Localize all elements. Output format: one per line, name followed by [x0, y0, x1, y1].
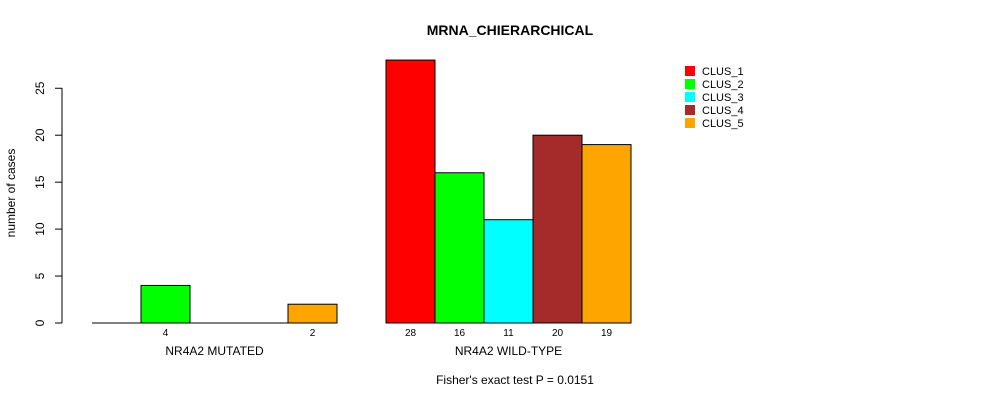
legend-swatch-clus_2	[685, 79, 695, 89]
legend-label-clus_4: CLUS_4	[702, 105, 744, 117]
y-tick-label: 15	[33, 175, 47, 189]
bar-clus_5-group-1	[287, 303, 338, 324]
legend-swatch-clus_4	[685, 105, 695, 115]
bar-value-label: 11	[503, 328, 514, 339]
legend-swatch-clus_3	[685, 92, 695, 102]
legend-swatch-clus_5	[685, 118, 695, 128]
bar-value-label: 4	[163, 328, 169, 339]
bar-value-label: 28	[405, 328, 417, 339]
bar-clus_5-group-2	[581, 144, 632, 324]
y-tick-label: 5	[33, 272, 47, 279]
bar-clus_2-group-2	[434, 172, 485, 324]
bar-clus_2-group-1	[140, 284, 191, 324]
y-tick-label: 10	[33, 222, 47, 236]
bars	[92, 59, 632, 324]
bar-clus_4-group-2	[532, 134, 583, 324]
y-axis-label: number of cases	[4, 149, 18, 238]
fisher-test-annotation: Fisher's exact test P = 0.0151	[436, 373, 594, 387]
legend-label-clus_5: CLUS_5	[702, 118, 744, 130]
bar-labels: 4 2 28 16 11 20 19	[163, 328, 613, 339]
bar-value-label: 20	[552, 328, 564, 339]
y-ticks: 0 5 10 15 20 25	[33, 81, 62, 326]
legend-label-clus_2: CLUS_2	[702, 79, 744, 91]
y-tick-label: 25	[33, 81, 47, 95]
legend-swatch-clus_1	[685, 66, 695, 76]
group-label-2: NR4A2 WILD-TYPE	[455, 344, 562, 358]
group-labels: NR4A2 MUTATED NR4A2 WILD-TYPE	[165, 344, 562, 358]
group-label-1: NR4A2 MUTATED	[165, 344, 264, 358]
bar-clus_1-group-2	[385, 59, 436, 324]
y-tick-label: 20	[33, 128, 47, 142]
bar-value-label: 16	[454, 328, 466, 339]
bar-value-label: 2	[310, 328, 316, 339]
y-tick-label: 0	[33, 319, 47, 326]
chart-title: MRNA_CHIERARCHICAL	[427, 22, 594, 38]
legend-label-clus_3: CLUS_3	[702, 92, 744, 104]
legend-label-clus_1: CLUS_1	[702, 66, 744, 78]
bar-clus_3-group-2	[483, 219, 534, 324]
bar-value-label: 19	[601, 328, 613, 339]
